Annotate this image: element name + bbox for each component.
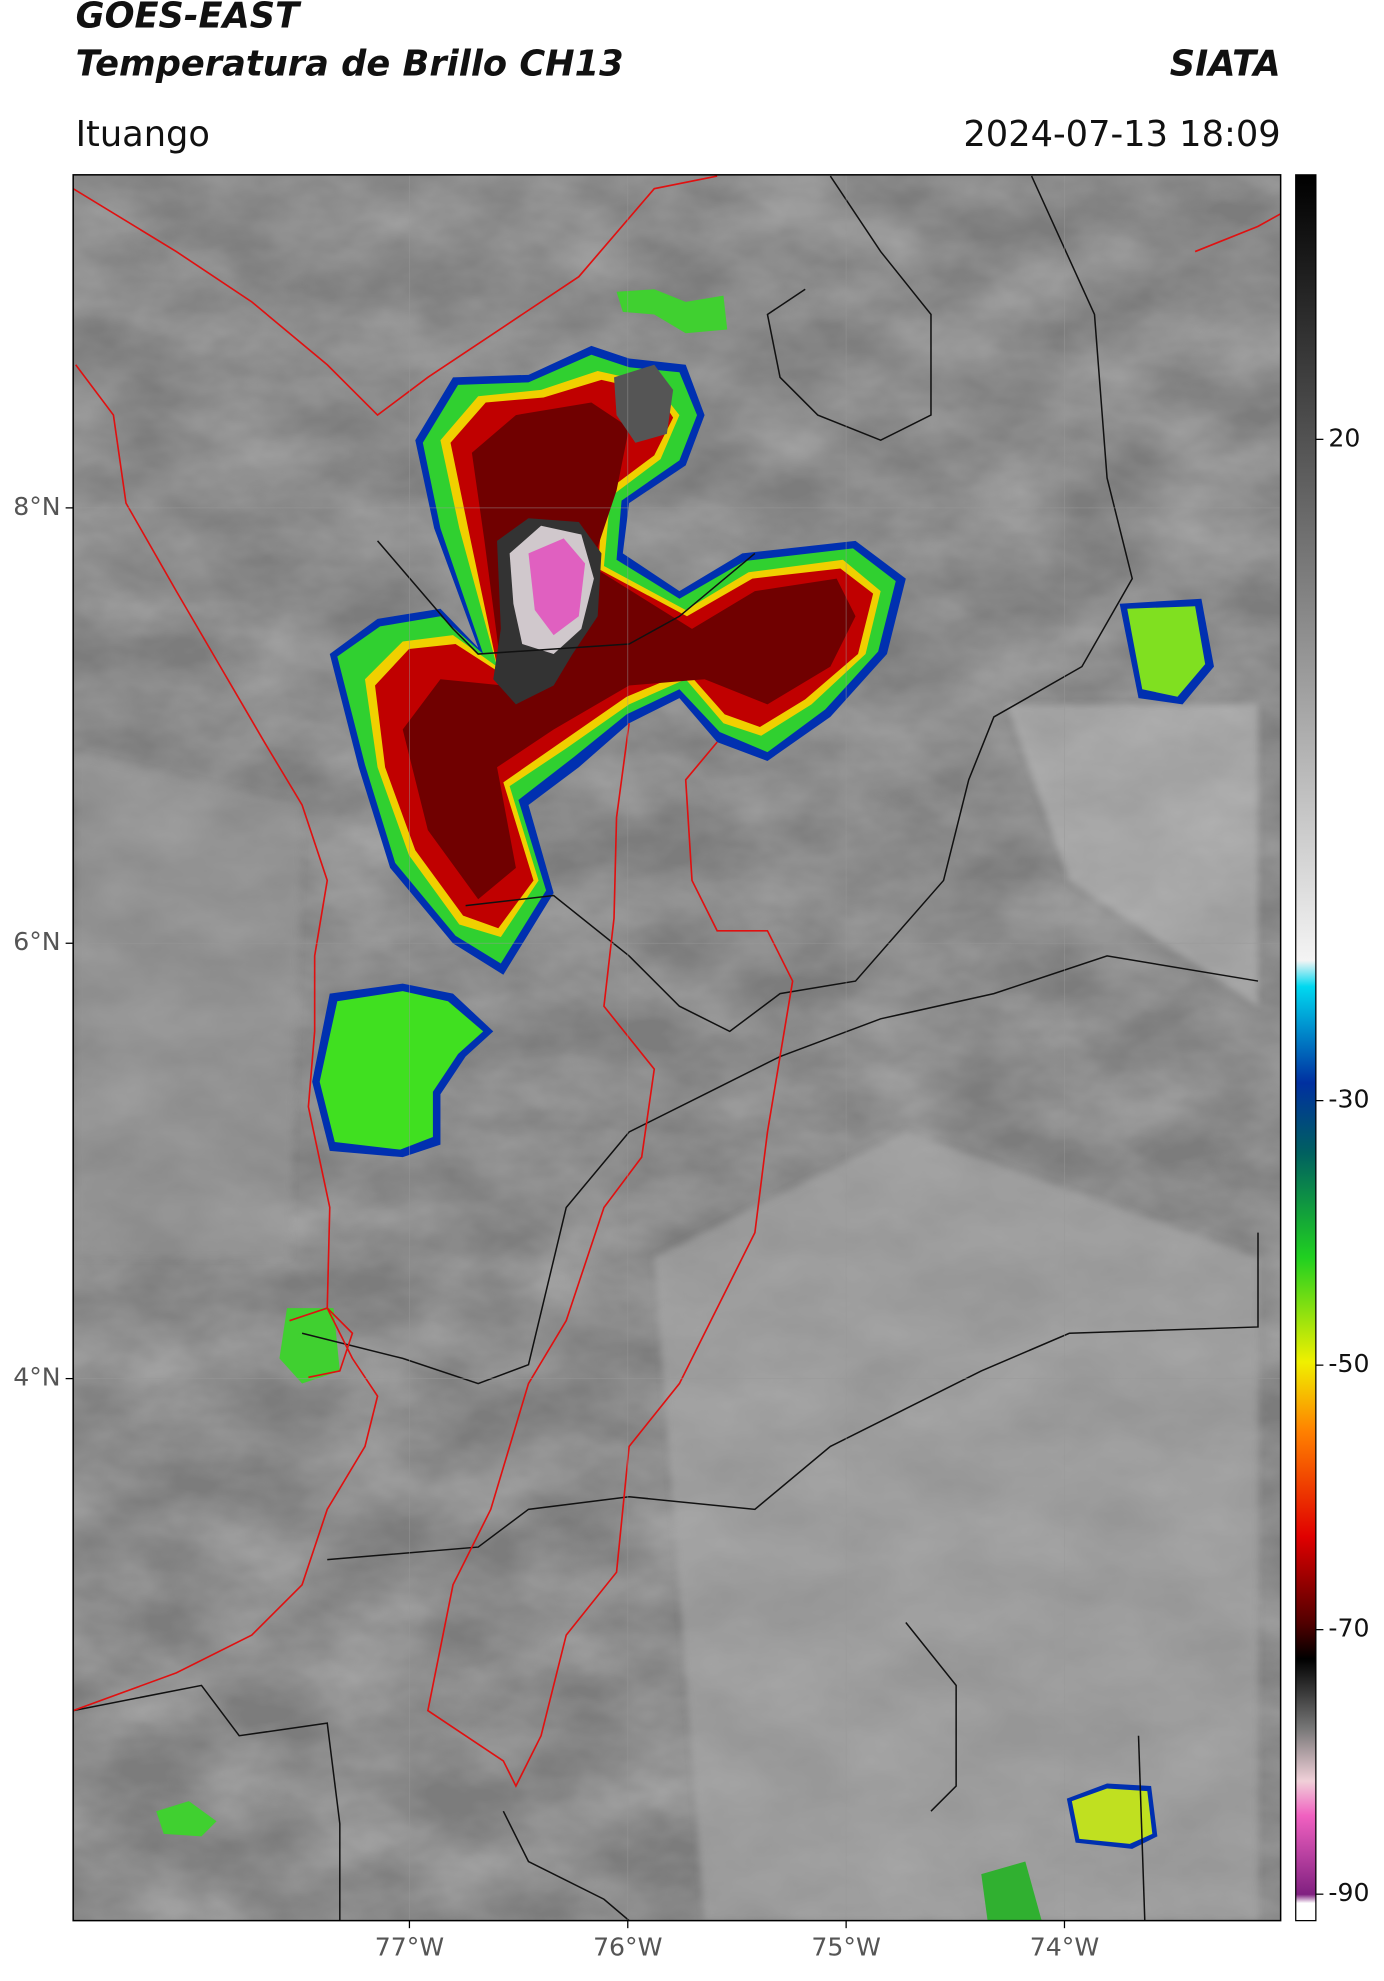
- x-tick-label: 74°W: [1030, 1932, 1100, 1961]
- satellite-image: [73, 174, 1281, 1921]
- y-tick-label: 8°N: [13, 492, 60, 521]
- colorbar-tick-label: 20: [1328, 423, 1360, 452]
- convective-storm: [329, 345, 906, 975]
- source: SIATA: [1170, 43, 1281, 84]
- colorbar-tick-label: -30: [1328, 1085, 1369, 1114]
- clouds: [75, 704, 1258, 1921]
- other-storms: [156, 289, 1214, 1921]
- colorbar: [1295, 174, 1317, 1922]
- y-tick-label: 6°N: [13, 927, 60, 956]
- colorbar-tick-label: -50: [1328, 1349, 1369, 1378]
- coastline-and-rivers: [73, 175, 1281, 1788]
- colorbar-tick-label: -90: [1328, 1878, 1369, 1907]
- graticule: [73, 174, 1281, 1921]
- admin-borders: [73, 175, 1259, 1921]
- subtitle: Temperatura de Brillo CH13: [76, 43, 624, 84]
- title: GOES-EAST: [76, 0, 302, 37]
- y-tick-label: 4°N: [13, 1363, 60, 1392]
- map-frame: [72, 174, 1282, 1922]
- datetime: 2024-07-13 18:09: [963, 114, 1280, 155]
- location: Ituango: [76, 114, 210, 155]
- x-tick-label: 75°W: [811, 1932, 881, 1961]
- colorbar-tick-label: -70: [1328, 1614, 1369, 1643]
- x-tick-label: 77°W: [375, 1932, 445, 1961]
- axes: 77°W 76°W 75°W 74°W 8°N 6°N 4°N 20 -30 -50 -70 -90: [13, 423, 1369, 1961]
- x-tick-label: 76°W: [593, 1932, 663, 1961]
